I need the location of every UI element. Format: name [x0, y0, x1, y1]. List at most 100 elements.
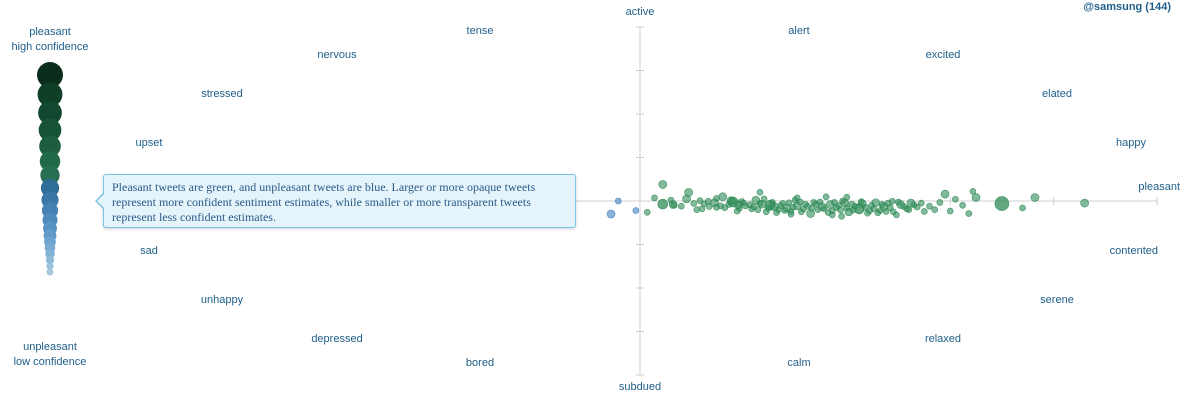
tweet-point	[760, 195, 768, 203]
tweet-point	[785, 199, 793, 207]
tweet-point	[952, 195, 959, 203]
tweet-point	[849, 206, 857, 214]
label-excited: excited	[925, 49, 961, 61]
legend-bubble	[45, 255, 55, 265]
tweet-point	[696, 197, 704, 204]
tweet-point	[793, 194, 801, 202]
tweet-point	[718, 192, 728, 201]
tweet-point	[969, 188, 977, 195]
tweet-point	[994, 196, 1010, 211]
tweet-point	[1030, 193, 1040, 202]
label-tense: tense	[466, 25, 494, 37]
tweet-point	[971, 193, 981, 202]
tweet-point	[787, 210, 795, 218]
legend-bubble	[37, 62, 63, 88]
label-subdued: subdued	[618, 381, 662, 393]
label-upset: upset	[135, 137, 163, 149]
legend-pleasant-label: pleasant	[29, 26, 71, 38]
legend-bubble	[38, 118, 62, 142]
label-contented: contented	[1109, 245, 1158, 257]
tweet-point	[632, 207, 640, 214]
tweet-point	[713, 195, 720, 202]
tweet-point	[764, 205, 772, 212]
tweet-point	[769, 199, 776, 206]
legend-top-label: pleasant high confidence	[0, 25, 100, 55]
tweet-point	[733, 207, 741, 215]
legend-bubble	[37, 82, 63, 107]
tweet-point	[910, 201, 918, 209]
tweet-point	[926, 202, 933, 210]
tweet-point	[789, 203, 797, 211]
label-elated: elated	[1042, 88, 1072, 100]
tweet-point	[886, 204, 894, 211]
tweet-point	[940, 189, 950, 199]
legend-bottom-label: unpleasant low confidence	[0, 340, 100, 370]
tweet-point	[725, 201, 733, 208]
tweet-point	[643, 209, 651, 216]
legend-bubble	[38, 100, 62, 125]
tweet-point	[1019, 204, 1026, 212]
tweet-point	[704, 198, 712, 205]
label-active: active	[625, 6, 655, 18]
legend-bubble	[46, 262, 54, 270]
account-handle[interactable]: @samsung (144)	[1083, 1, 1171, 13]
tooltip-pointer-fill	[97, 193, 105, 209]
tweet-point	[895, 198, 902, 206]
tweet-point	[1080, 198, 1089, 208]
tweet-point	[820, 205, 828, 212]
tweet-point	[848, 200, 856, 208]
tweet-point	[690, 200, 698, 207]
label-happy: happy	[1116, 137, 1146, 149]
label-bored: bored	[465, 357, 495, 369]
label-sad: sad	[140, 245, 158, 257]
tweet-point	[657, 198, 669, 210]
legend-unpleasant-label: unpleasant	[23, 341, 77, 353]
tweet-point	[829, 211, 836, 219]
tweet-point	[651, 194, 658, 202]
label-depressed: depressed	[311, 333, 363, 345]
tweet-point	[965, 210, 973, 217]
legend-low-confidence-label: low confidence	[13, 356, 87, 368]
tweet-point	[839, 197, 846, 205]
label-serene: serene	[1040, 294, 1074, 306]
tweet-point	[670, 202, 678, 209]
tweet-point	[888, 198, 896, 205]
help-tooltip: Pleasant tweets are green, and unpleasan…	[103, 174, 576, 228]
tweet-point	[754, 206, 762, 213]
tweet-point	[946, 207, 954, 215]
tweet-point	[905, 206, 913, 213]
tweet-point	[882, 208, 890, 215]
legend-high-confidence-label: high confidence	[11, 41, 89, 53]
tweet-point	[843, 193, 851, 201]
tweet-point	[738, 198, 745, 205]
label-stressed: stressed	[201, 88, 243, 100]
tweet-point	[857, 198, 865, 205]
tweet-point	[658, 180, 668, 189]
legend-bubble	[40, 165, 60, 185]
legend-bubble	[39, 135, 61, 157]
tweet-points	[497, 180, 1089, 220]
tweet-point	[684, 188, 693, 197]
tweet-point	[678, 202, 685, 210]
tweet-point	[808, 205, 815, 212]
tweet-point	[777, 202, 784, 209]
tweet-point	[874, 209, 882, 217]
label-relaxed: relaxed	[924, 333, 962, 345]
tweet-point	[878, 201, 886, 208]
label-calm: calm	[787, 357, 811, 369]
tweet-point	[917, 199, 925, 207]
tweet-point	[781, 207, 789, 214]
tweet-point	[667, 196, 675, 204]
tweet-point	[837, 206, 844, 214]
tweet-point	[959, 202, 966, 209]
tweet-point	[838, 213, 845, 220]
tweet-point	[746, 201, 753, 209]
label-nervous: nervous	[317, 49, 357, 61]
tweet-point	[900, 203, 907, 210]
label-unhappy: unhappy	[200, 294, 244, 306]
tweet-point	[893, 211, 900, 219]
tweet-point	[816, 198, 824, 206]
legend-bubble	[45, 249, 55, 259]
legend-bubble	[39, 151, 61, 172]
